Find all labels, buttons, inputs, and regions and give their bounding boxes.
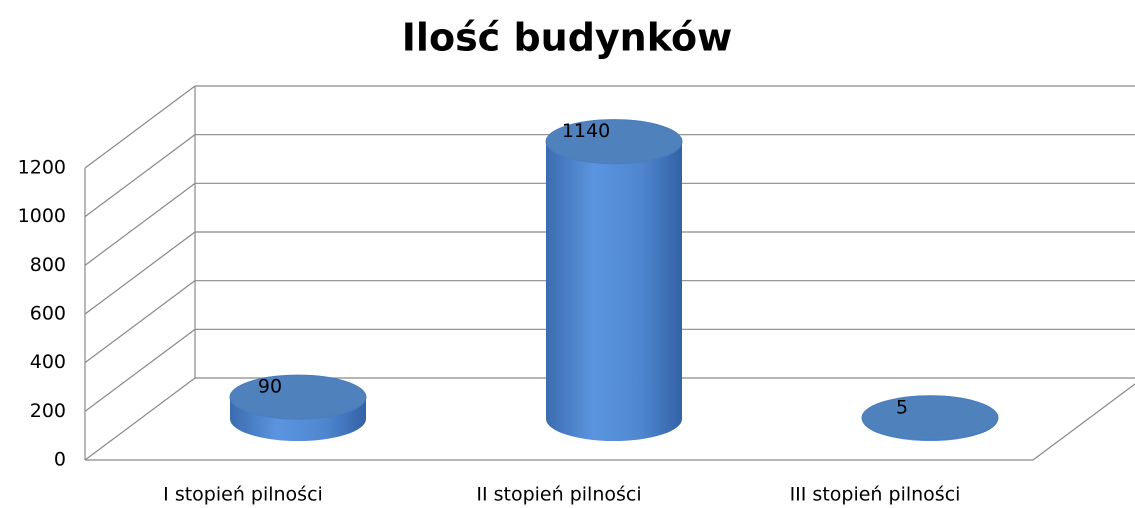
grid-line — [84, 182, 196, 266]
grid-line — [84, 231, 196, 315]
y-tick-label: 800 — [30, 254, 66, 276]
y-tick-label: 0 — [54, 449, 66, 471]
y-tick-label: 600 — [30, 303, 66, 325]
data-label: 1140 — [562, 120, 610, 142]
floor-edge — [1032, 383, 1135, 461]
data-label: 90 — [258, 376, 282, 398]
y-tick-label: 200 — [30, 400, 66, 422]
x-tick-label: II stopień pilności — [476, 484, 641, 506]
grid-line — [84, 134, 196, 218]
bar — [546, 141, 682, 419]
y-tick-label: 1200 — [18, 157, 66, 179]
grid-line — [84, 328, 196, 412]
cylinder-top — [545, 119, 683, 165]
data-label: 5 — [896, 396, 908, 418]
x-tick-label: I stopień pilności — [163, 484, 323, 506]
cylinder-top — [861, 395, 999, 441]
cylinder-top — [229, 374, 367, 420]
grid-line — [84, 280, 196, 364]
grid-line — [84, 85, 196, 169]
chart-title: Ilość budynków — [402, 16, 732, 60]
y-tick-label: 1000 — [18, 205, 66, 227]
x-tick-label: III stopień pilności — [790, 484, 961, 506]
grid-line — [84, 377, 196, 461]
y-tick-label: 400 — [30, 351, 66, 373]
